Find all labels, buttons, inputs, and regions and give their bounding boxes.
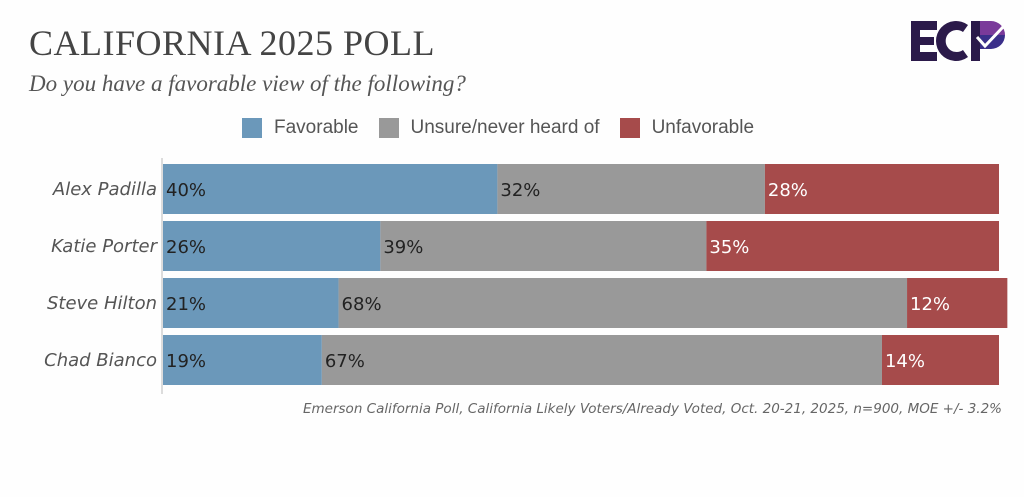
legend-label-unfavorable: Unfavorable [651,117,755,138]
bar-segment-favorable [163,278,339,328]
bar-segment-unsure [321,335,882,385]
chart-title: CALIFORNIA 2025 POLL [29,23,436,63]
legend-label-favorable: Favorable [274,117,359,138]
category-label: Alex Padilla [52,179,157,200]
data-label: 40% [166,180,206,201]
bar-segment-unsure [497,164,765,214]
bar-segment-unfavorable [907,278,1008,328]
legend-swatch-unsure [378,118,399,138]
ecp-logo-icon [911,21,1005,62]
legend-item-unsure: Unsure/never heard of [378,117,600,139]
bar-segment-favorable [163,221,381,271]
category-label: Steve Hilton [47,293,157,314]
legend-label-unsure: Unsure/never heard of [410,117,600,138]
data-label: 68% [342,294,382,315]
legend-swatch-favorable [242,118,262,138]
category-label: Chad Bianco [44,350,157,371]
data-label: 26% [166,237,206,258]
source-note: Emerson California Poll, California Like… [302,401,1002,417]
data-label: 28% [768,180,808,201]
bar-segment-unfavorable [881,335,999,385]
chart-subtitle: Do you have a favorable view of the foll… [29,71,466,96]
bar-segment-favorable [163,335,322,385]
category-label: Katie Porter [51,236,158,257]
data-label: 32% [500,180,540,201]
bar-segment-unsure [380,221,707,271]
legend-swatch-unfavorable [619,118,640,138]
data-label: 67% [325,351,365,372]
data-label: 19% [166,351,206,372]
data-label: 39% [383,237,423,258]
data-label: 35% [709,237,749,258]
bar-segment-favorable [163,164,498,214]
data-label: 12% [910,294,950,315]
legend-item-favorable: Favorable [242,117,359,139]
bar-segment-unsure [338,278,908,328]
chart-legend: Favorable Unsure/never heard of Unfavora… [242,117,774,139]
bar-segment-unfavorable [706,221,999,271]
data-label: 14% [885,351,925,372]
data-label: 21% [166,294,206,315]
bar-segment-unfavorable [764,164,999,214]
legend-item-unfavorable: Unfavorable [619,117,755,139]
